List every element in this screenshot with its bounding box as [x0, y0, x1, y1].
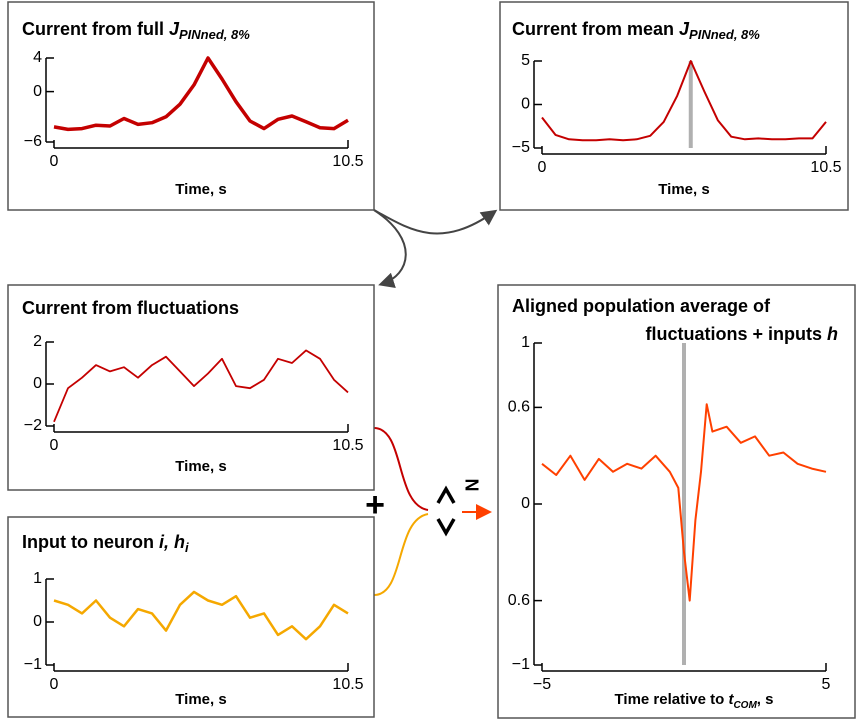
- x-label-text: Time, s: [175, 691, 226, 708]
- title-symbol: i, h: [159, 532, 185, 552]
- x-axis-label: Time, s: [175, 458, 226, 475]
- x-label-symbol: t: [728, 691, 734, 708]
- x-label-text: Time relative to: [615, 691, 729, 708]
- x-label-suffix: , s: [757, 691, 774, 708]
- x-tick-label: 0: [538, 159, 547, 176]
- x-tick-label: 10.5: [332, 676, 363, 693]
- data-line: [541, 60, 827, 142]
- panel-title: Aligned population average of: [512, 296, 771, 316]
- y-tick-label: −1: [512, 656, 530, 673]
- x-axis-label: Time relative to tCOM, s: [615, 691, 774, 711]
- arrow: [373, 513, 429, 596]
- y-tick-label: 0.6: [508, 399, 530, 416]
- title-subscript: PINned, 8%: [689, 27, 760, 42]
- y-tick-label: −1: [24, 656, 42, 673]
- y-tick-label: 1: [521, 334, 530, 351]
- x-tick-label: 0: [50, 437, 59, 454]
- panel-title: Current from fluctuations: [22, 298, 239, 318]
- plus-sign: +: [365, 486, 385, 524]
- x-axis-label: Time, s: [658, 181, 709, 198]
- x-tick-label: 10.5: [810, 159, 841, 176]
- title-text: Aligned population average of: [512, 296, 771, 316]
- title-text: Input to neuron: [22, 532, 159, 552]
- y-tick-label: 0: [521, 495, 530, 512]
- title-subscript: i: [185, 540, 189, 555]
- title-text: Current from full: [22, 19, 169, 39]
- panel-frame: [497, 284, 856, 719]
- y-tick-label: 0: [521, 96, 530, 113]
- x-tick-label: 10.5: [332, 153, 363, 170]
- data-line: [53, 56, 349, 132]
- data-line: [541, 403, 827, 602]
- x-label-text: Time, s: [658, 181, 709, 198]
- data-line: [53, 590, 349, 641]
- y-tick-label: 1: [33, 570, 42, 587]
- panel-title: Current from full JPINned, 8%: [22, 19, 250, 43]
- y-tick-label: −6: [24, 133, 42, 150]
- operator-label: N: [461, 479, 481, 492]
- title-symbol: J: [679, 19, 690, 39]
- arrow: [373, 209, 407, 288]
- x-label-text: Time, s: [175, 181, 226, 198]
- compare-symbol: [436, 485, 456, 504]
- x-tick-label: 5: [822, 676, 831, 693]
- title-text: Current from mean: [512, 19, 679, 39]
- data-line: [53, 349, 349, 423]
- panel-frame: [7, 516, 375, 718]
- y-tick-label: 5: [521, 52, 530, 69]
- title-text: fluctuations + inputs: [645, 324, 827, 344]
- y-tick-label: 0: [33, 83, 42, 100]
- y-tick-label: 0.6: [508, 592, 530, 609]
- compare-symbol: [436, 518, 456, 537]
- x-tick-label: 0: [50, 153, 59, 170]
- y-tick-label: −5: [512, 139, 530, 156]
- x-axis-label: Time, s: [175, 691, 226, 708]
- connectors: [373, 209, 498, 596]
- arrow: [373, 209, 498, 235]
- y-tick-label: 0: [33, 375, 42, 392]
- x-label-text: Time, s: [175, 458, 226, 475]
- y-tick-label: 2: [33, 333, 42, 350]
- panel-title: Current from mean JPINned, 8%: [512, 19, 760, 43]
- y-tick-label: 0: [33, 613, 42, 630]
- y-tick-label: −2: [24, 417, 42, 434]
- panel-frame: [499, 1, 849, 211]
- x-tick-label: 0: [50, 676, 59, 693]
- title-symbol: J: [169, 19, 180, 39]
- y-tick-label: 4: [33, 49, 42, 66]
- panel-title: Input to neuron i, hi: [22, 532, 189, 556]
- panel-title: fluctuations + inputs h: [645, 324, 838, 344]
- x-axis-label: Time, s: [175, 181, 226, 198]
- title-text: Current from fluctuations: [22, 298, 239, 318]
- x-label-subscript: COM: [733, 700, 757, 711]
- x-tick-label: 10.5: [332, 437, 363, 454]
- arrow: [373, 427, 429, 511]
- title-subscript: PINned, 8%: [179, 27, 250, 42]
- title-symbol: h: [827, 324, 838, 344]
- x-tick-label: −5: [533, 676, 551, 693]
- panel-frame: [7, 1, 375, 211]
